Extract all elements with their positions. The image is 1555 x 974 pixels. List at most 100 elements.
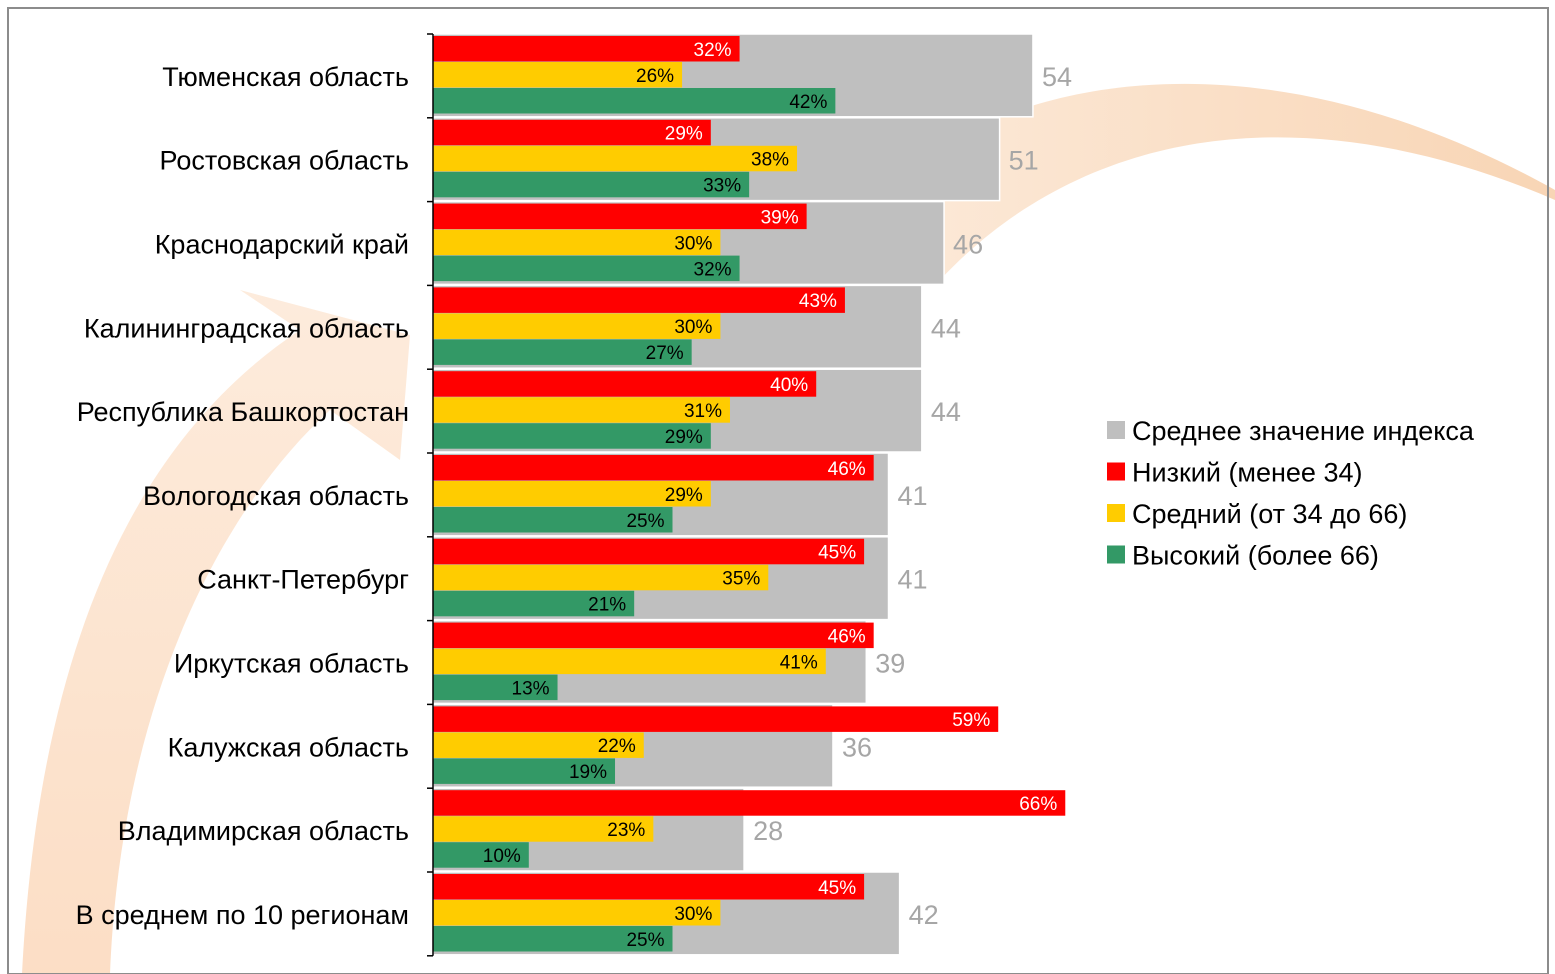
mid-bar-cat-11 bbox=[433, 900, 721, 926]
high-value-label-cat-7: 21% bbox=[588, 595, 626, 616]
mid-bar-cat-6 bbox=[433, 481, 711, 507]
category-label-cat-10: Владимирская область bbox=[118, 816, 409, 846]
index-value-label-cat-11: 42 bbox=[909, 900, 939, 930]
category-label-cat-6: Вологодская область bbox=[143, 481, 409, 511]
legend-label-index: Среднее значение индекса bbox=[1132, 416, 1475, 446]
low-value-label-cat-1: 32% bbox=[694, 40, 732, 61]
mid-bar-cat-7 bbox=[433, 564, 769, 591]
index-value-label-cat-7: 41 bbox=[898, 565, 928, 595]
legend-label-high: Высокий (более 66) bbox=[1132, 541, 1379, 571]
low-value-label-cat-10: 66% bbox=[1019, 794, 1057, 815]
category-label-cat-1: Тюменская область bbox=[162, 62, 409, 92]
low-value-label-cat-8: 46% bbox=[828, 626, 866, 647]
mid-bar-cat-9 bbox=[433, 732, 644, 758]
low-value-label-cat-6: 46% bbox=[828, 459, 866, 480]
index-value-label-cat-2: 51 bbox=[1009, 146, 1039, 176]
category-label-cat-7: Санкт-Петербург bbox=[197, 565, 409, 595]
low-bar-cat-10 bbox=[433, 790, 1066, 816]
low-value-label-cat-11: 45% bbox=[818, 878, 856, 899]
mid-bar-cat-10 bbox=[433, 816, 654, 842]
high-value-label-cat-4: 27% bbox=[646, 343, 684, 364]
mid-bar-cat-3 bbox=[433, 229, 721, 256]
low-bar-cat-4 bbox=[433, 287, 845, 313]
category-label-cat-5: Республика Башкортостан bbox=[77, 397, 409, 427]
category-label-cat-3: Краснодарский край bbox=[155, 230, 409, 260]
index-value-label-cat-9: 36 bbox=[842, 732, 872, 762]
mid-value-label-cat-6: 29% bbox=[665, 485, 703, 506]
high-bar-cat-6 bbox=[433, 507, 673, 533]
mid-value-label-cat-7: 35% bbox=[722, 569, 760, 590]
low-value-label-cat-7: 45% bbox=[818, 543, 856, 564]
high-bar-cat-4 bbox=[433, 339, 692, 365]
low-value-label-cat-5: 40% bbox=[770, 375, 808, 396]
high-value-label-cat-9: 19% bbox=[569, 762, 607, 783]
mid-value-label-cat-3: 30% bbox=[674, 233, 712, 254]
high-value-label-cat-11: 25% bbox=[626, 930, 664, 951]
mid-bar-cat-8 bbox=[433, 648, 826, 675]
high-bar-cat-9 bbox=[433, 758, 616, 784]
legend-swatch-high bbox=[1107, 545, 1125, 564]
category-label-cat-8: Иркутская область bbox=[174, 649, 409, 679]
legend-label-mid: Средний (от 34 до 66) bbox=[1132, 499, 1407, 529]
category-label-cat-11: В среднем по 10 регионам bbox=[76, 900, 409, 930]
index-value-label-cat-4: 44 bbox=[931, 313, 961, 343]
mid-bar-cat-1 bbox=[433, 62, 683, 88]
category-label-cat-2: Ростовская область bbox=[160, 146, 409, 176]
high-bar-cat-2 bbox=[433, 171, 750, 198]
high-value-label-cat-3: 32% bbox=[694, 259, 732, 280]
high-value-label-cat-1: 42% bbox=[789, 92, 827, 113]
mid-value-label-cat-5: 31% bbox=[684, 401, 722, 422]
index-value-label-cat-8: 39 bbox=[875, 649, 905, 679]
mid-bar-cat-5 bbox=[433, 397, 730, 423]
low-value-label-cat-9: 59% bbox=[952, 710, 990, 731]
mid-value-label-cat-11: 30% bbox=[674, 904, 712, 925]
low-value-label-cat-4: 43% bbox=[799, 291, 837, 312]
index-value-label-cat-5: 44 bbox=[931, 397, 961, 427]
mid-value-label-cat-1: 26% bbox=[636, 66, 674, 87]
low-bar-cat-11 bbox=[433, 874, 865, 900]
mid-value-label-cat-2: 38% bbox=[751, 150, 789, 171]
mid-value-label-cat-9: 22% bbox=[598, 736, 636, 757]
low-value-label-cat-3: 39% bbox=[761, 207, 799, 228]
legend-swatch-low bbox=[1107, 462, 1125, 481]
high-bar-cat-11 bbox=[433, 926, 673, 952]
mid-value-label-cat-4: 30% bbox=[674, 317, 712, 338]
legend-swatch-index bbox=[1107, 421, 1125, 439]
low-bar-cat-1 bbox=[433, 36, 740, 62]
low-bar-cat-2 bbox=[433, 119, 711, 146]
legend-swatch-mid bbox=[1107, 504, 1125, 522]
high-value-label-cat-2: 33% bbox=[703, 176, 741, 197]
labels-layer: 32% 26% 42% 54 Тюменская область 29% 38% 33% 51 Р… bbox=[76, 40, 1072, 951]
bars-layer bbox=[427, 33, 1066, 957]
low-bar-cat-5 bbox=[433, 371, 817, 397]
legend: Среднее значение индекса Низкий (менее 34… bbox=[1107, 416, 1475, 571]
high-bar-cat-10 bbox=[433, 842, 529, 868]
low-bar-cat-8 bbox=[433, 622, 874, 649]
high-bar-cat-8 bbox=[433, 674, 558, 701]
category-label-cat-9: Калужская область bbox=[168, 732, 409, 762]
index-value-label-cat-3: 46 bbox=[953, 230, 983, 260]
mid-value-label-cat-10: 23% bbox=[607, 820, 645, 841]
legend-label-low: Низкий (менее 34) bbox=[1132, 458, 1362, 488]
high-value-label-cat-6: 25% bbox=[626, 511, 664, 532]
mid-bar-cat-4 bbox=[433, 313, 721, 339]
mid-bar-cat-2 bbox=[433, 145, 798, 172]
index-value-label-cat-1: 54 bbox=[1042, 62, 1072, 92]
high-value-label-cat-10: 10% bbox=[483, 846, 521, 867]
index-value-label-cat-6: 41 bbox=[898, 481, 928, 511]
low-bar-cat-7 bbox=[433, 538, 865, 565]
low-value-label-cat-2: 29% bbox=[665, 124, 703, 145]
chart-frame bbox=[7, 7, 1549, 974]
high-bar-cat-5 bbox=[433, 423, 711, 449]
low-bar-cat-6 bbox=[433, 455, 874, 481]
index-value-label-cat-10: 28 bbox=[753, 816, 783, 846]
low-bar-cat-3 bbox=[433, 203, 807, 230]
swoosh-top-arc bbox=[880, 83, 1555, 280]
swoosh-left-arc bbox=[22, 290, 410, 974]
high-bar-cat-7 bbox=[433, 590, 635, 617]
high-bar-cat-1 bbox=[433, 88, 836, 114]
mid-value-label-cat-8: 41% bbox=[780, 652, 818, 673]
high-value-label-cat-5: 29% bbox=[665, 427, 703, 448]
